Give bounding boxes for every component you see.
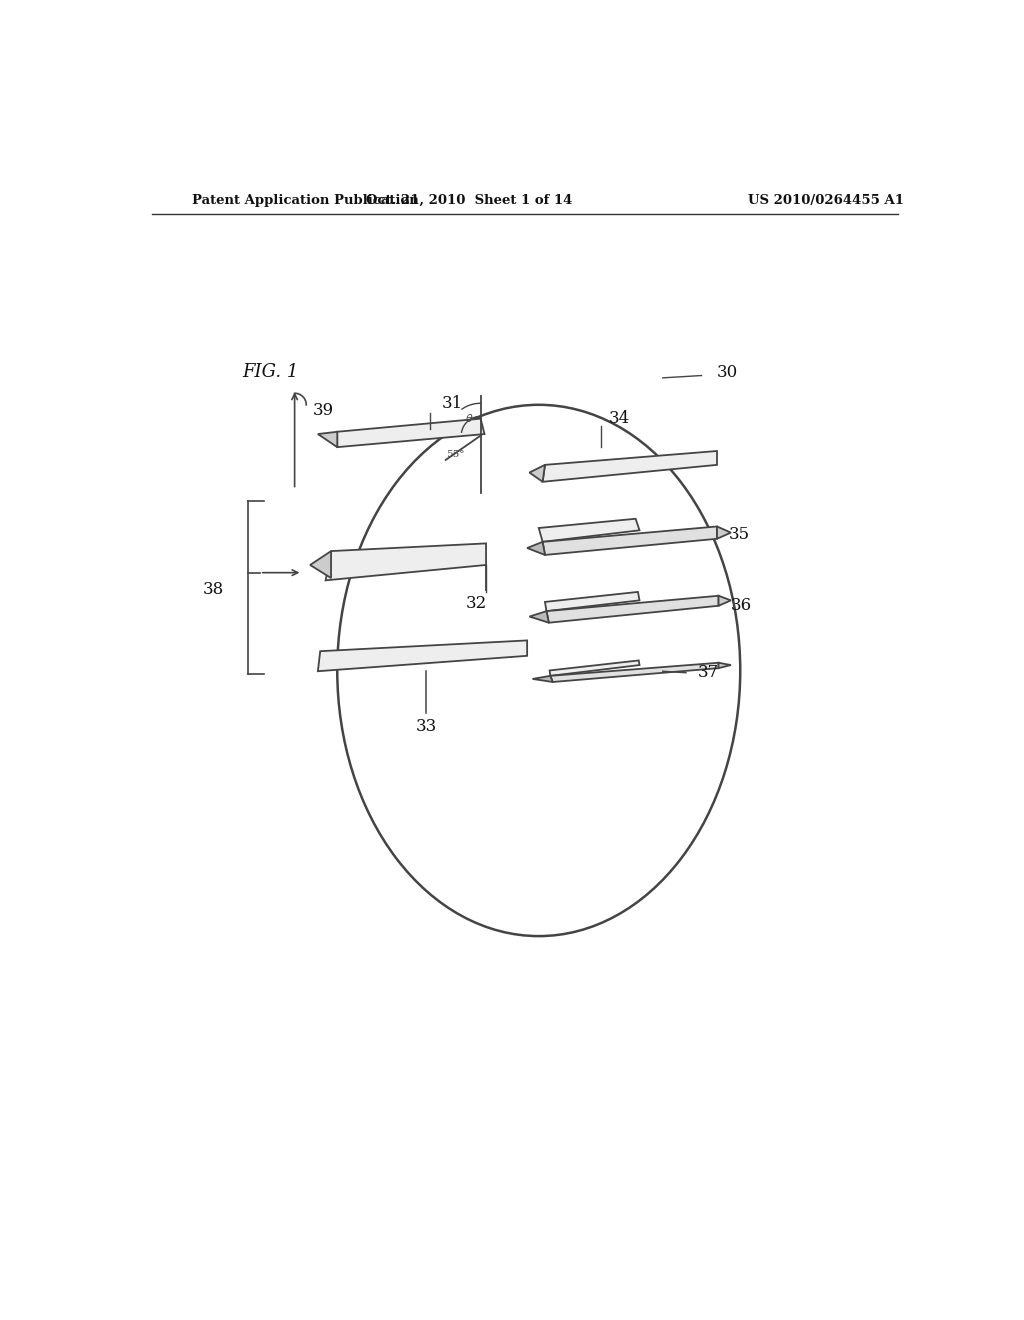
Polygon shape [532,676,553,682]
Polygon shape [543,451,717,482]
Polygon shape [717,527,731,539]
Text: 55°: 55° [445,450,464,459]
Polygon shape [310,552,331,578]
Text: 30: 30 [717,364,738,381]
Polygon shape [326,544,486,581]
Text: Oct. 21, 2010  Sheet 1 of 14: Oct. 21, 2010 Sheet 1 of 14 [366,194,572,207]
Polygon shape [719,595,731,606]
Text: 33: 33 [416,718,437,735]
Polygon shape [527,543,545,554]
Text: 34: 34 [608,411,630,428]
Polygon shape [539,519,640,543]
Text: 31: 31 [442,395,463,412]
Text: Patent Application Publication: Patent Application Publication [191,194,418,207]
Polygon shape [550,660,640,676]
Polygon shape [317,640,527,671]
Text: $\theta$: $\theta$ [465,412,474,424]
Text: FIG. 1: FIG. 1 [243,363,299,381]
Polygon shape [337,418,484,447]
Text: 39: 39 [312,403,334,420]
Text: US 2010/0264455 A1: US 2010/0264455 A1 [748,194,903,207]
Polygon shape [529,611,549,623]
Text: 36: 36 [731,597,752,614]
Polygon shape [545,591,640,611]
Polygon shape [543,527,717,554]
Polygon shape [719,663,731,668]
Polygon shape [550,663,719,682]
Text: 37: 37 [697,664,719,681]
Polygon shape [317,432,337,447]
Polygon shape [529,465,545,482]
Text: 35: 35 [729,525,750,543]
Text: 32: 32 [466,595,487,612]
Text: 38: 38 [203,581,224,598]
Polygon shape [547,595,719,623]
